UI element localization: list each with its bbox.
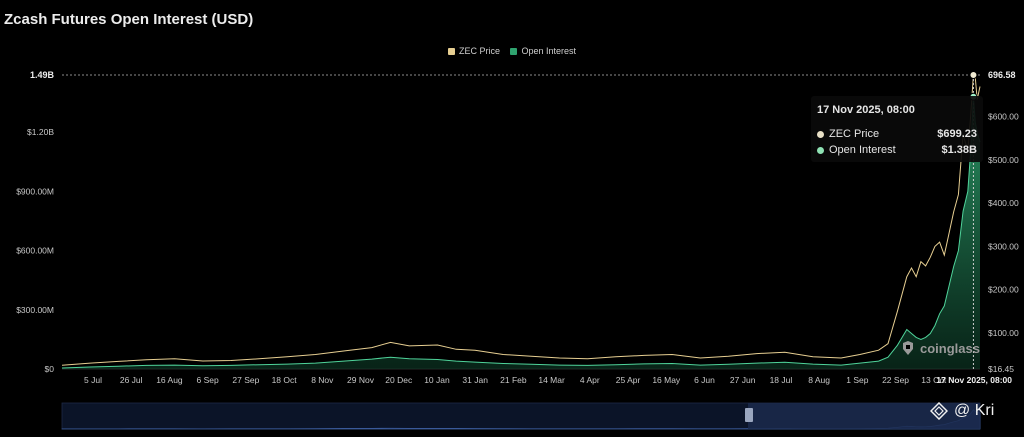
x-tick-label: 8 Nov	[311, 375, 334, 385]
diamond-logo-icon	[930, 402, 948, 420]
y-left-tick-label: $300.00M	[16, 305, 54, 315]
x-tick-label: 1 Sep	[846, 375, 868, 385]
y-right-tick-label: $200.00	[988, 285, 1019, 295]
legend-label-zec-price: ZEC Price	[458, 46, 500, 56]
tooltip-dot-open-interest	[817, 146, 824, 154]
tooltip-value-zec-price: $699.23	[937, 128, 977, 140]
coinglass-watermark: coinglass	[900, 340, 980, 356]
y-right-tick-label: $500.00	[988, 155, 1019, 165]
y-right-tick-label: $400.00	[988, 198, 1019, 208]
tooltip-row-zec-price: ZEC Price $699.23	[817, 128, 977, 140]
y-left-tick-label: $1.20B	[27, 127, 54, 137]
x-tick-label-current: 17 Nov 2025, 08:00	[936, 375, 1012, 385]
x-tick-label: 21 Feb	[500, 375, 527, 385]
navigator-left-handle[interactable]	[745, 408, 753, 422]
tooltip-value-open-interest: $1.38B	[941, 144, 977, 156]
x-tick-label: 25 Apr	[616, 375, 641, 385]
x-tick-label: 6 Jun	[694, 375, 715, 385]
x-tick-label: 16 Aug	[156, 375, 183, 385]
x-tick-label: 5 Jul	[84, 375, 102, 385]
y-right-tick-label: $16.45	[988, 364, 1014, 374]
y-left-tick-label: $600.00M	[16, 246, 54, 256]
legend-swatch-open-interest	[510, 47, 518, 55]
y-left-tick-label: $900.00M	[16, 186, 54, 196]
y-right-max-label: 696.58	[988, 70, 1016, 80]
open-interest-line	[61, 96, 981, 369]
legend: ZEC Price Open Interest	[0, 46, 1024, 57]
x-tick-label: 13 Oct	[921, 375, 947, 385]
brand-signature: @ Kri	[930, 402, 994, 420]
price-marker	[969, 71, 978, 79]
x-tick-label: 31 Jan	[462, 375, 488, 385]
tooltip-row-open-interest: Open Interest $1.38B	[817, 144, 977, 156]
x-tick-label: 10 Jan	[424, 375, 450, 385]
x-tick-label: 18 Jul	[770, 375, 793, 385]
y-left-max-label: 1.49B	[30, 70, 55, 80]
y-right-tick-label: $600.00	[988, 112, 1019, 122]
legend-label-open-interest: Open Interest	[521, 46, 577, 56]
y-right-tick-label: $100.00	[988, 328, 1019, 338]
x-tick-label: 20 Dec	[385, 375, 413, 385]
x-tick-label: 6 Sep	[197, 375, 219, 385]
brand-text: @ Kri	[954, 402, 995, 419]
x-tick-label: 27 Jun	[730, 375, 756, 385]
chart-title: Zcash Futures Open Interest (USD)	[4, 11, 254, 28]
tooltip-label-zec-price: ZEC Price	[829, 128, 880, 140]
y-right-tick-label: $300.00	[988, 241, 1019, 251]
watermark-text: coinglass	[920, 340, 980, 356]
legend-item-zec-price[interactable]: ZEC Price	[447, 46, 500, 56]
x-tick-label: 8 Aug	[808, 375, 830, 385]
x-tick-label: 16 May	[652, 375, 681, 385]
zec-price-line	[61, 73, 981, 366]
y-left-tick-label: $0	[45, 364, 55, 374]
x-tick-label: 18 Oct	[272, 375, 298, 385]
legend-item-open-interest[interactable]: Open Interest	[510, 46, 576, 56]
tooltip-dot-zec-price	[817, 130, 824, 138]
x-tick-label: 4 Apr	[580, 375, 600, 385]
x-tick-label: 22 Sep	[882, 375, 909, 385]
x-tick-label: 26 Jul	[120, 375, 143, 385]
tooltip-date: 17 Nov 2025, 08:00	[817, 104, 915, 116]
x-tick-label: 27 Sep	[232, 375, 259, 385]
x-tick-label: 14 Mar	[538, 375, 565, 385]
coinglass-logo-icon	[903, 341, 913, 355]
legend-swatch-zec-price	[447, 47, 455, 55]
tooltip-label-open-interest: Open Interest	[829, 144, 896, 156]
x-tick-label: 29 Nov	[347, 375, 375, 385]
tooltip: 17 Nov 2025, 08:00 ZEC Price $699.23 Ope…	[811, 96, 983, 162]
